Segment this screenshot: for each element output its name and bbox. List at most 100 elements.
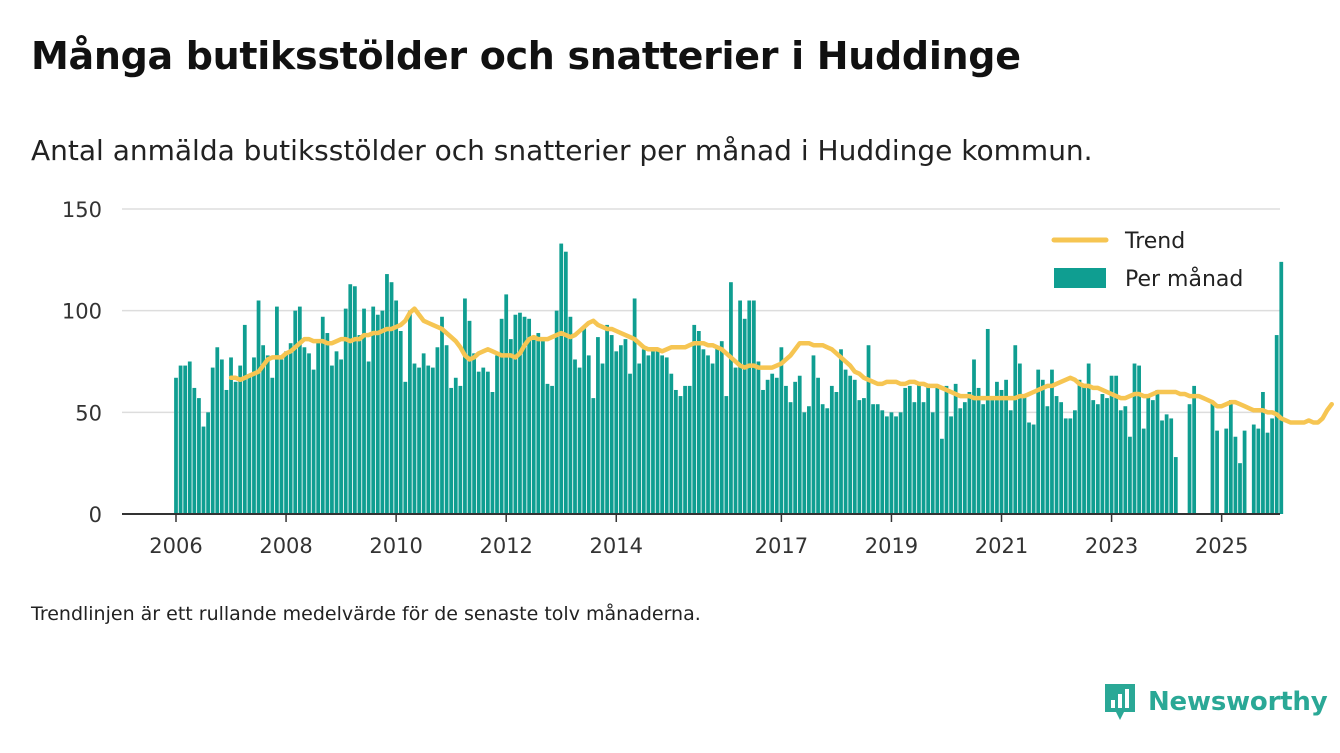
bar (701, 349, 706, 514)
bar (1036, 369, 1041, 514)
bar (485, 371, 490, 514)
bar (917, 383, 921, 514)
bar (288, 343, 293, 514)
bar (995, 381, 999, 514)
bar (912, 402, 917, 514)
bar (330, 365, 334, 514)
bar (1105, 398, 1109, 514)
bar (1077, 379, 1082, 514)
bar (371, 306, 376, 514)
bar (440, 316, 444, 514)
bar (463, 298, 467, 514)
bar (664, 357, 669, 514)
bar-series-per-manad (174, 243, 1284, 514)
bar (545, 383, 550, 514)
bar (398, 331, 403, 514)
bar (729, 282, 733, 514)
bar (279, 359, 284, 514)
bar (646, 355, 651, 514)
bar (811, 355, 816, 514)
bar (797, 375, 802, 514)
bar (568, 316, 573, 514)
bar (614, 351, 619, 514)
bar (1054, 396, 1059, 514)
bar (380, 310, 385, 514)
bar (513, 314, 518, 514)
bar (577, 367, 582, 514)
bar (692, 324, 697, 514)
bar (1150, 400, 1155, 514)
bar (857, 400, 862, 514)
bar (852, 379, 857, 514)
bar (1228, 400, 1233, 514)
bar (674, 389, 678, 514)
bar (884, 416, 889, 514)
bar (229, 357, 233, 514)
bar (1073, 410, 1077, 514)
bar (605, 324, 609, 514)
bar (183, 365, 188, 514)
bar (325, 333, 330, 514)
bar (284, 351, 288, 514)
bar (375, 314, 380, 514)
x-tick-label: 2006 (149, 534, 202, 558)
x-tick-label: 2010 (369, 534, 422, 558)
bar (1123, 406, 1128, 514)
bar (270, 377, 275, 514)
bar (586, 355, 591, 514)
bar (541, 339, 545, 514)
bar (660, 355, 665, 514)
bar (715, 347, 720, 514)
x-tick-label: 2008 (259, 534, 312, 558)
bar (403, 381, 408, 514)
bar (972, 359, 976, 514)
bar (788, 402, 793, 514)
bar (733, 367, 738, 514)
bar (609, 335, 614, 514)
bar (706, 355, 710, 514)
bar (504, 294, 509, 514)
bar (302, 347, 307, 514)
bar (389, 282, 394, 514)
bar (875, 404, 880, 514)
bar (1040, 379, 1045, 514)
bar (527, 318, 532, 514)
bar (499, 318, 504, 514)
bar (880, 410, 885, 514)
bar (1059, 402, 1064, 514)
bar (582, 326, 587, 514)
bar (1008, 410, 1013, 514)
bar (348, 284, 353, 514)
bar (265, 355, 270, 514)
bar (1242, 430, 1247, 514)
bar (1238, 463, 1242, 514)
bar (825, 408, 830, 514)
x-tick-label: 2021 (975, 534, 1028, 558)
bar (1251, 424, 1256, 514)
legend-bars-label: Per månad (1125, 266, 1243, 292)
bar (1160, 420, 1164, 514)
bar (1192, 385, 1197, 514)
bar (1082, 383, 1086, 514)
bar (339, 359, 343, 514)
bar (632, 298, 637, 514)
bar (742, 318, 747, 514)
bar (898, 412, 903, 514)
bar (696, 331, 701, 514)
bar (559, 243, 564, 514)
bar (178, 365, 183, 514)
bar (334, 351, 339, 514)
bar (623, 339, 628, 514)
bar (921, 402, 926, 514)
bar (784, 385, 788, 514)
bar (628, 373, 632, 514)
bar (829, 385, 834, 514)
chart-title: Många butiksstölder och snatterier i Hud… (31, 34, 1021, 78)
x-tick-label: 2014 (590, 534, 643, 558)
bar (903, 387, 908, 514)
bar (1256, 428, 1261, 514)
bar (953, 383, 958, 514)
bar (522, 316, 527, 514)
bar (508, 339, 513, 514)
bar (481, 367, 486, 514)
